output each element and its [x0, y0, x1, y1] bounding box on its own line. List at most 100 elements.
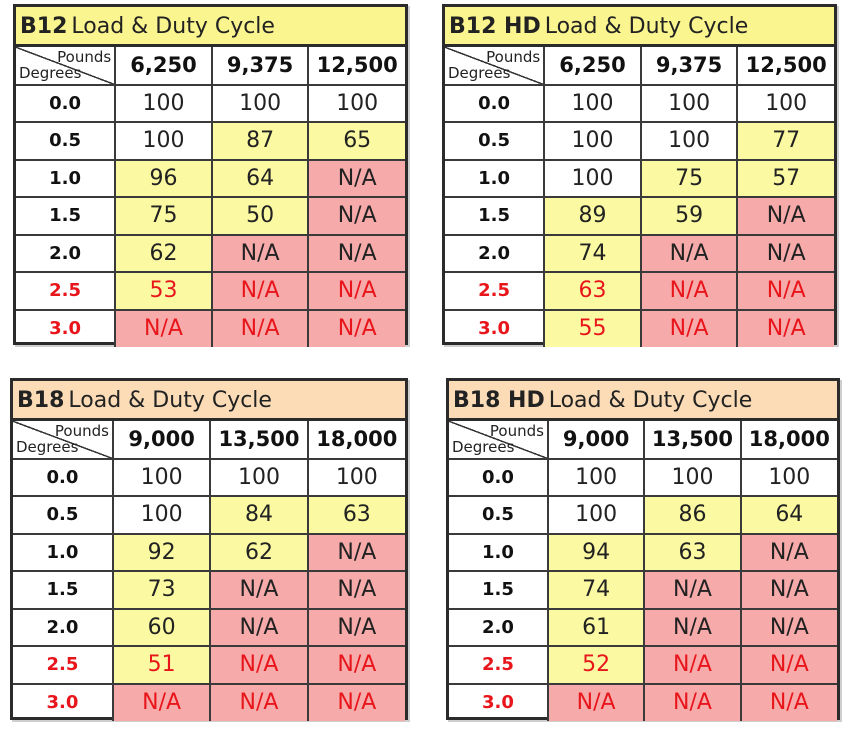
degrees-label: Degrees [448, 63, 511, 82]
table-row: 2.5 52 N/A N/A [449, 645, 837, 685]
table-row: 0.0 100 100 100 [449, 457, 837, 497]
duty-cycle-cell: N/A [307, 308, 405, 347]
duty-cycle-cell: N/A [739, 682, 837, 721]
duty-cycle-cell: N/A [643, 570, 742, 610]
model-name: B18 [17, 388, 65, 413]
duty-cycle-cell: 87 [210, 121, 310, 161]
table-row: 3.0 N/A N/A N/A [13, 682, 405, 721]
degree-cell: 1.0 [449, 532, 549, 572]
duty-cycle-table: Pounds Degrees 6,250 9,375 12,500 0.0 100 100 10… [16, 47, 405, 347]
column-header: 18,000 [306, 421, 405, 460]
duty-cycle-cell: N/A [306, 532, 405, 572]
column-header: 9,000 [546, 421, 646, 460]
table-row: 1.0 94 63 N/A [449, 532, 837, 572]
header-row: Pounds Degrees 9,000 13,500 18,000 [449, 421, 837, 460]
table-row: 2.0 62 N/A N/A [16, 233, 405, 273]
duty-cycle-cell: 73 [111, 570, 212, 610]
degree-cell: 1.5 [13, 570, 114, 610]
table-row: 2.5 63 N/A N/A [445, 271, 834, 311]
duty-cycle-cell: 100 [111, 495, 212, 535]
duty-cycle-cell: 62 [209, 532, 309, 572]
degree-cell: 2.5 [445, 271, 546, 311]
duty-cycle-table: Pounds Degrees 9,000 13,500 18,000 0.0 100 100 1… [13, 421, 405, 721]
degrees-label: Degrees [16, 437, 79, 456]
duty-cycle-cell: N/A [307, 196, 405, 236]
duty-cycle-cell: 100 [114, 121, 213, 161]
duty-cycle-cell: N/A [739, 532, 837, 572]
duty-cycle-cell: 62 [114, 233, 213, 273]
degree-cell: 1.0 [13, 532, 114, 572]
duty-cycle-cell: N/A [739, 645, 837, 685]
duty-cycle-cell: 57 [736, 158, 834, 198]
duty-cycle-cell: 86 [643, 495, 742, 535]
corner-header: Pounds Degrees [449, 421, 549, 460]
duty-cycle-cell: 100 [543, 158, 642, 198]
duty-cycle-cell: 100 [307, 83, 405, 123]
duty-cycle-cell: 100 [210, 83, 310, 123]
degree-cell: 3.0 [445, 308, 546, 347]
duty-cycle-cell: 100 [546, 495, 646, 535]
duty-cycle-cell: 64 [210, 158, 310, 198]
degree-cell: 2.5 [449, 645, 549, 685]
duty-cycle-cell: 100 [114, 83, 213, 123]
duty-cycle-cell: 100 [111, 457, 212, 497]
duty-cycle-cell: N/A [306, 682, 405, 721]
degree-cell: 2.5 [16, 271, 117, 311]
degree-cell: 0.5 [445, 121, 546, 161]
duty-cycle-cell: N/A [643, 645, 742, 685]
table-row: 2.0 74 N/A N/A [445, 233, 834, 273]
duty-cycle-cell: 96 [114, 158, 213, 198]
degree-cell: 1.5 [449, 570, 549, 610]
degree-cell: 2.0 [445, 233, 546, 273]
duty-cycle-cell: 100 [543, 83, 642, 123]
degree-cell: 1.0 [445, 158, 546, 198]
table-row: 0.5 100 100 77 [445, 121, 834, 161]
duty-cycle-table: Pounds Degrees 6,250 9,375 12,500 0.0 100 100 10… [445, 47, 834, 347]
column-header: 13,500 [643, 421, 742, 460]
degree-cell: 3.0 [13, 682, 114, 721]
column-header: 6,250 [543, 47, 642, 86]
duty-cycle-cell: N/A [736, 233, 834, 273]
degree-cell: 1.0 [16, 158, 117, 198]
duty-cycle-cell: 50 [210, 196, 310, 236]
column-header: 12,500 [736, 47, 834, 86]
degree-cell: 2.0 [13, 607, 114, 647]
degree-cell: 3.0 [449, 682, 549, 721]
panel-b12: B12 Load & Duty Cycle Pounds Degrees 6,250 9,… [13, 4, 408, 347]
corner-header: Pounds Degrees [16, 47, 117, 86]
header-row: Pounds Degrees 6,250 9,375 12,500 [445, 47, 834, 86]
model-name: B12 [20, 14, 68, 39]
degree-cell: 0.5 [449, 495, 549, 535]
degree-cell: 1.5 [16, 196, 117, 236]
duty-cycle-table: Pounds Degrees 9,000 13,500 18,000 0.0 100 100 1… [449, 421, 837, 721]
title-text: Load & Duty Cycle [71, 14, 275, 39]
degree-cell: 2.5 [13, 645, 114, 685]
duty-cycle-cell: 100 [739, 457, 837, 497]
table-row: 3.0 N/A N/A N/A [449, 682, 837, 721]
duty-cycle-cell: 74 [543, 233, 642, 273]
degree-cell: 3.0 [16, 308, 117, 347]
degree-cell: 0.5 [16, 121, 117, 161]
column-header: 12,500 [307, 47, 405, 86]
duty-cycle-cell: N/A [736, 308, 834, 347]
duty-cycle-cell: N/A [639, 233, 739, 273]
duty-cycle-cell: N/A [639, 271, 739, 311]
duty-cycle-cell: 100 [639, 83, 739, 123]
degree-cell: 0.0 [445, 83, 546, 123]
duty-cycle-cell: N/A [209, 570, 309, 610]
table-row: 0.5 100 86 64 [449, 495, 837, 535]
degrees-label: Degrees [452, 437, 515, 456]
duty-cycle-cell: 100 [546, 457, 646, 497]
table-title: B12 Load & Duty Cycle [16, 7, 405, 47]
panel-b18: B18 Load & Duty Cycle Pounds Degrees 9,000 13… [10, 378, 408, 721]
duty-cycle-cell: 51 [111, 645, 212, 685]
degrees-label: Degrees [19, 63, 82, 82]
duty-cycle-cell: 100 [209, 457, 309, 497]
column-header: 13,500 [209, 421, 309, 460]
duty-cycle-cell: 55 [543, 308, 642, 347]
column-header: 9,375 [639, 47, 739, 86]
duty-cycle-cell: N/A [210, 308, 310, 347]
duty-cycle-cell: 65 [307, 121, 405, 161]
duty-cycle-cell: 64 [739, 495, 837, 535]
degree-cell: 0.0 [16, 83, 117, 123]
